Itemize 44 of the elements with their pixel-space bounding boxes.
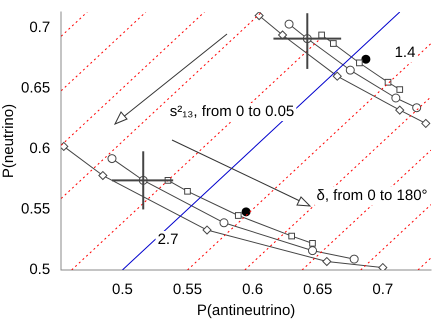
annotation: 2.7: [158, 231, 178, 248]
point: [421, 118, 430, 128]
annotation: δ, from 0 to 180°: [316, 187, 428, 204]
point: [412, 103, 422, 112]
y-tick-label: 0.65: [20, 79, 50, 96]
point: [330, 40, 337, 47]
y-tick-label: 0.55: [20, 200, 50, 218]
point: [284, 20, 294, 29]
point: [234, 212, 242, 219]
point: [308, 246, 318, 256]
y-tick-label: 0.6: [29, 140, 50, 158]
y-axis-title: P(neutrino): [0, 104, 18, 178]
point: [395, 106, 404, 115]
point: [184, 188, 191, 195]
point: [391, 94, 400, 102]
x-tick-label: 0.65: [303, 281, 332, 298]
point: [107, 154, 116, 164]
x-tick-label: 0.6: [242, 281, 264, 298]
y-tick-label: 0.5: [29, 261, 50, 278]
x-axis-title: P(antineutrino): [196, 302, 296, 320]
point: [318, 32, 325, 38]
x-tick-label: 0.7: [372, 281, 394, 298]
point: [396, 86, 404, 93]
point: [278, 30, 288, 40]
point: [288, 232, 295, 240]
point: [332, 72, 342, 81]
x-tick-label: 0.5: [112, 281, 133, 298]
annotation: s²₁₃, from 0 to 0.05: [170, 103, 294, 120]
x-tick-label: 0.55: [172, 281, 202, 298]
point: [346, 66, 355, 75]
point: [322, 257, 332, 266]
point: [254, 12, 264, 20]
annotation: 1.4: [394, 44, 416, 62]
point: [202, 226, 212, 235]
point: [98, 171, 108, 180]
point: [242, 207, 251, 216]
point: [219, 218, 228, 228]
point: [356, 60, 363, 66]
y-tick-label: 0.7: [29, 18, 50, 36]
point: [378, 263, 388, 270]
point: [350, 254, 359, 264]
point: [361, 54, 370, 64]
point: [384, 78, 392, 86]
point: [309, 240, 316, 247]
